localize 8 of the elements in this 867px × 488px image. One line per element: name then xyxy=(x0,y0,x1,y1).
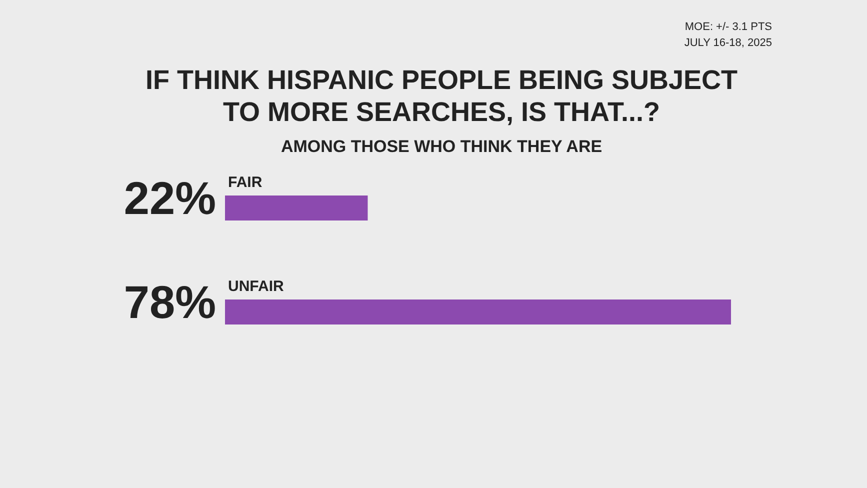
data-label: 22% xyxy=(124,172,216,224)
chart-title: IF THINK HISPANIC PEOPLE BEING SUBJECT TO MORE SEARCHES, IS THAT...? xyxy=(145,65,738,127)
data-label: 78% xyxy=(124,276,216,328)
chart-subtitle: AMONG THOSE WHO THINK THEY ARE xyxy=(280,137,602,156)
y-tick-label: UNFAIR xyxy=(228,278,284,295)
y-tick-label: FAIR xyxy=(228,174,262,191)
text: JULY 16-18, 2025 xyxy=(684,37,772,49)
text: MOE: +/- 3.1 PTS xyxy=(684,21,772,33)
